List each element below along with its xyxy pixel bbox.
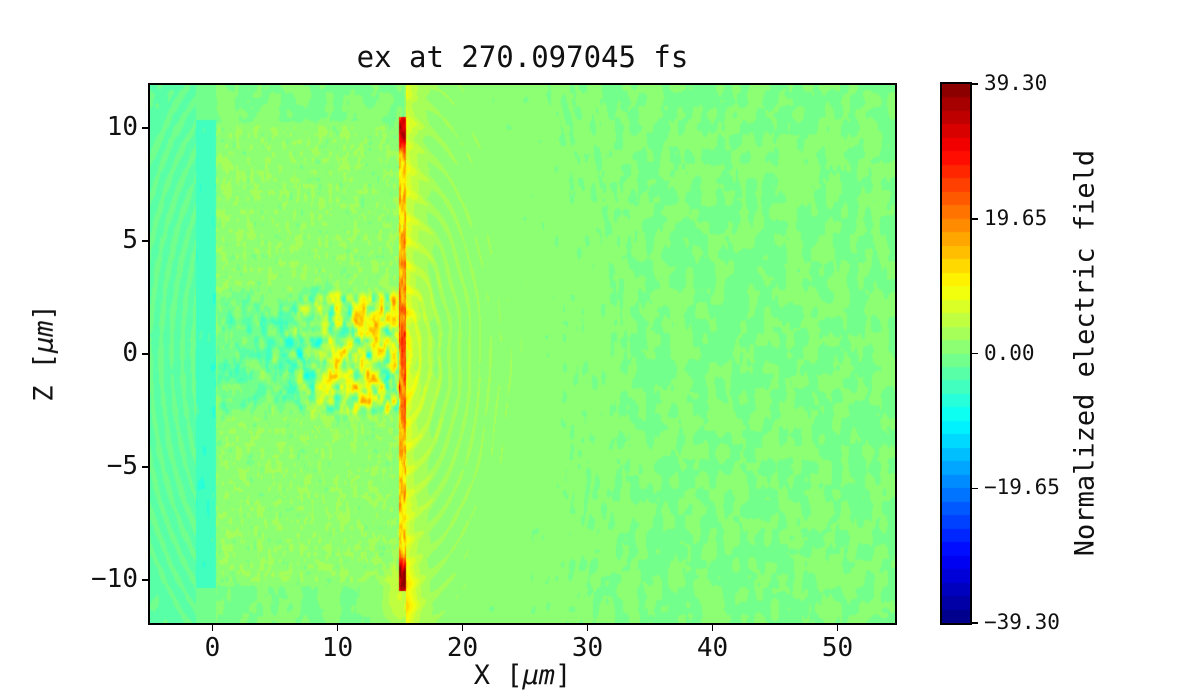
colorbar-tick-mark <box>970 83 978 85</box>
y-axis-label: Z [μm] <box>29 304 60 402</box>
x-tick-mark <box>586 623 589 631</box>
y-tick-label: 0 <box>122 338 138 368</box>
x-axis-label: X [μm] <box>150 660 895 691</box>
colorbar-tick-label: 0.00 <box>984 340 1035 365</box>
x-tick-mark <box>336 623 339 631</box>
x-tick-mark <box>461 623 464 631</box>
colorbar-tick-label: −39.30 <box>984 610 1060 634</box>
y-tick-mark <box>142 240 150 242</box>
colorbar-tick-mark <box>970 622 978 624</box>
x-axis-label-post: ] <box>555 660 572 691</box>
y-tick-mark <box>142 127 150 129</box>
x-tick-label: 20 <box>446 633 479 663</box>
y-tick-mark <box>142 466 150 468</box>
x-axis-label-pre: X [ <box>473 660 523 691</box>
x-tick-label: 50 <box>821 633 854 663</box>
y-tick-label: −5 <box>106 451 138 482</box>
colorbar-tick-label: 19.65 <box>984 205 1048 230</box>
x-tick-label: 40 <box>696 633 729 663</box>
x-tick-mark <box>711 623 714 631</box>
heatmap-canvas <box>150 85 895 623</box>
y-axis-label-unit: μm <box>28 320 60 353</box>
y-tick-label: 5 <box>122 224 138 255</box>
x-tick-label: 0 <box>204 633 221 663</box>
y-tick-label: −10 <box>91 564 138 595</box>
x-tick-label: 10 <box>321 633 354 663</box>
x-tick-mark <box>836 623 839 631</box>
colorbar-label: Normalized electric field <box>1069 149 1101 557</box>
y-tick-label: 10 <box>106 111 138 142</box>
y-tick-mark <box>142 353 150 355</box>
colorbar-tick-mark <box>970 352 978 355</box>
x-axis-label-unit: μm <box>522 660 556 691</box>
colorbar-tick-mark <box>970 218 978 220</box>
y-tick-mark <box>142 579 150 581</box>
colorbar-tick-label: 39.30 <box>984 71 1048 95</box>
y-axis-label-post: ] <box>28 304 60 321</box>
plot-title: ex at 270.097045 fs <box>356 40 689 74</box>
colorbar-tick-label: −19.65 <box>984 475 1060 500</box>
x-tick-label: 30 <box>571 633 604 663</box>
x-tick-mark <box>211 623 214 631</box>
colorbar-tick-mark <box>970 487 978 489</box>
colorbar-canvas <box>942 84 970 623</box>
y-axis-label-pre: Z [ <box>28 353 60 402</box>
